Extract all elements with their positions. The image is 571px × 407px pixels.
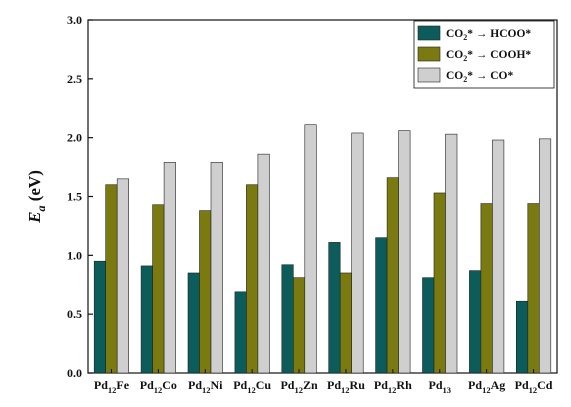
x-tick-label: Pd12Ru xyxy=(327,378,365,395)
bar xyxy=(433,192,446,374)
bar xyxy=(445,133,458,374)
legend-swatch xyxy=(417,25,441,41)
x-tick-label: Pd12Co xyxy=(140,378,177,395)
legend-label: CO2* → CO* xyxy=(446,70,514,84)
bar xyxy=(527,203,540,374)
bar xyxy=(538,138,552,374)
x-tick-label: Pd12Cd xyxy=(515,378,553,395)
y-tick-label: 0.0 xyxy=(67,366,82,380)
x-tick-label: Pd12Rh xyxy=(374,378,412,395)
x-tick-label: Pd12Zn xyxy=(280,378,318,395)
bar xyxy=(492,139,505,374)
y-axis-title-unit: (eV) xyxy=(25,170,44,205)
x-tick-label: Pd13 xyxy=(428,378,451,395)
bar xyxy=(375,237,388,374)
legend-label: CO2* → HCOO* xyxy=(446,28,531,42)
bar xyxy=(163,162,176,374)
bar xyxy=(140,265,153,374)
bar xyxy=(351,132,364,374)
bar xyxy=(398,130,411,374)
bar xyxy=(246,184,259,374)
bar xyxy=(515,300,529,374)
legend-label: CO2* → COOH* xyxy=(446,49,531,63)
y-tick-label: 2.0 xyxy=(67,131,82,145)
x-tick-label: Pd12Fe xyxy=(94,378,130,395)
y-axis-title-main: E xyxy=(25,212,44,224)
y-tick-label: 1.5 xyxy=(67,190,82,204)
bar xyxy=(257,153,270,374)
bars-group xyxy=(93,124,552,374)
x-tick-label: Pd12Cu xyxy=(233,378,271,395)
bar xyxy=(93,260,106,374)
y-axis-title: Ea (eV) xyxy=(25,170,48,224)
bar xyxy=(199,210,212,374)
bar xyxy=(469,270,482,374)
y-tick-label: 2.5 xyxy=(67,72,82,86)
legend-swatch xyxy=(417,67,441,83)
bar xyxy=(422,277,435,374)
x-tick-label: Pd12Ni xyxy=(188,378,223,395)
bar xyxy=(210,162,223,374)
bar xyxy=(281,264,294,374)
bar xyxy=(105,184,118,374)
bar xyxy=(386,177,399,374)
y-axis-title-sub: a xyxy=(34,206,48,212)
bar xyxy=(152,204,165,374)
bar xyxy=(234,291,247,374)
legend: CO2* → HCOO* CO2* → COOH* CO2* → CO* xyxy=(413,20,555,89)
y-tick-label: 0.5 xyxy=(67,307,82,321)
x-axis-labels: Pd12Fe Pd12Co Pd12Ni Pd12Cu Pd12Zn Pd12Ru Pd12… xyxy=(94,369,553,395)
bar xyxy=(480,203,493,374)
bar xyxy=(328,242,341,374)
y-axis-ticks: 0.0 0.5 1.0 1.5 2.0 2.5 3.0 xyxy=(67,13,93,380)
bar xyxy=(116,178,129,374)
legend-swatch xyxy=(417,46,441,62)
x-tick-label: Pd12Ag xyxy=(468,378,505,395)
bar xyxy=(292,277,306,374)
y-tick-label: 3.0 xyxy=(67,13,82,27)
y-tick-label: 1.0 xyxy=(67,248,82,262)
bar xyxy=(339,272,353,374)
bar xyxy=(304,124,317,374)
bar xyxy=(187,272,200,374)
